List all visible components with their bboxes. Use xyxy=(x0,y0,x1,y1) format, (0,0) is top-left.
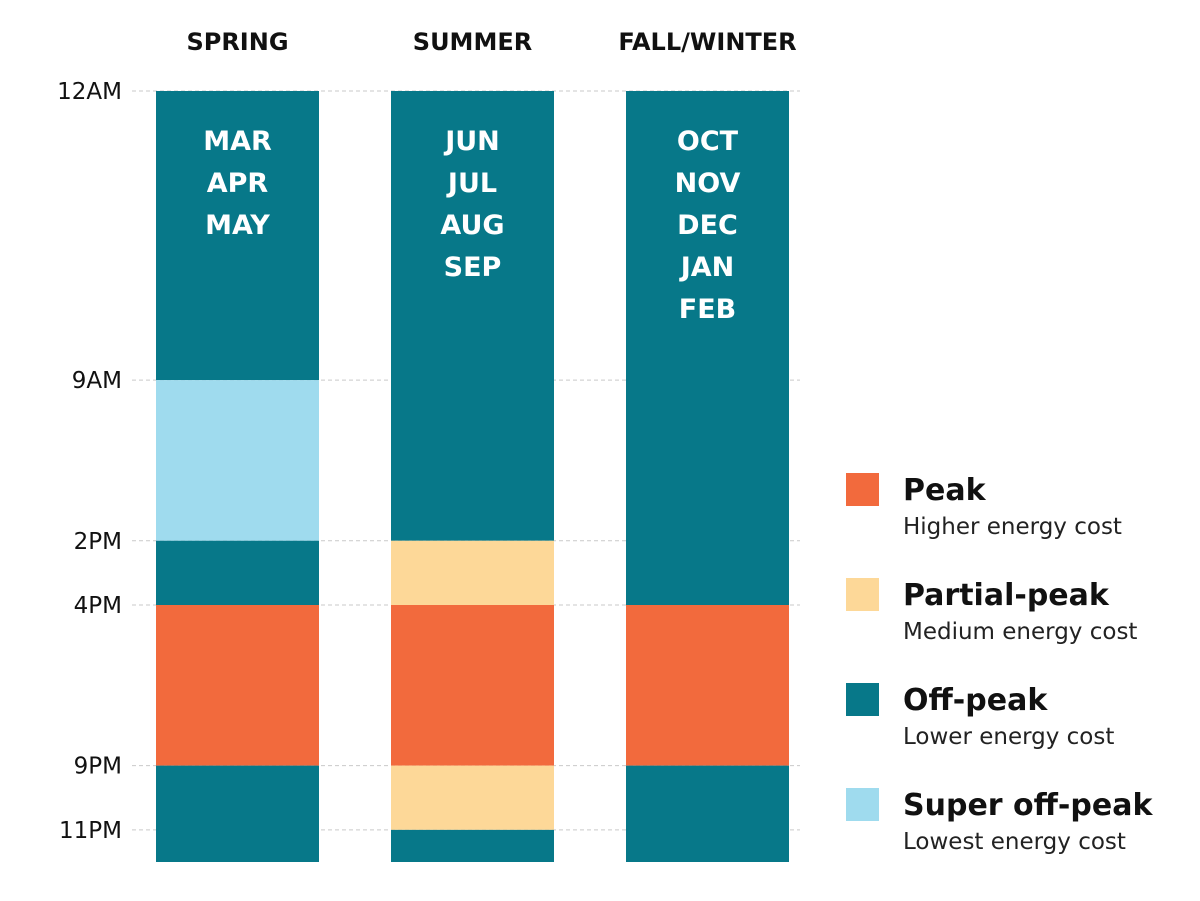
season-title: SPRING xyxy=(186,28,288,56)
period-block-off xyxy=(156,540,319,605)
period-block-off xyxy=(626,765,789,862)
month-label: SEP xyxy=(444,252,502,283)
season-title: SUMMER xyxy=(413,28,532,56)
time-tick-label: 9AM xyxy=(72,368,122,394)
period-block-partial xyxy=(391,765,554,830)
time-tick-label: 2PM xyxy=(74,529,122,555)
legend-item-peak: Peak Higher energy cost xyxy=(846,473,1122,540)
time-tick-label: 11PM xyxy=(59,818,122,844)
month-label: FEB xyxy=(679,294,736,325)
period-block-off xyxy=(156,91,319,381)
time-tick-label: 4PM xyxy=(74,593,122,619)
legend-description: Higher energy cost xyxy=(903,514,1122,540)
time-axis: 12AM 9AM 2PM 4PM 9PM 11PM xyxy=(57,79,122,844)
month-label: NOV xyxy=(675,168,741,199)
legend: Peak Higher energy cost Partial-peak Medium… xyxy=(846,473,1153,855)
month-label: JAN xyxy=(679,252,735,283)
month-label: MAR xyxy=(203,126,272,157)
month-label: JUL xyxy=(446,168,497,199)
month-label: DEC xyxy=(677,210,738,241)
season-title: FALL/WINTER xyxy=(618,28,796,56)
period-block-peak xyxy=(626,605,789,766)
period-block-off xyxy=(156,765,319,862)
month-label: JUN xyxy=(443,126,500,157)
season-column: SPRING MAR APR MAY xyxy=(156,28,319,862)
season-column: FALL/WINTER OCT NOV DEC JAN FEB xyxy=(618,28,797,862)
legend-item-super: Super off-peak Lowest energy cost xyxy=(846,788,1153,855)
legend-description: Medium energy cost xyxy=(903,619,1137,645)
legend-item-partial: Partial-peak Medium energy cost xyxy=(846,578,1137,645)
legend-swatch xyxy=(846,578,879,611)
period-block-partial xyxy=(391,540,554,605)
legend-swatch xyxy=(846,473,879,506)
legend-swatch xyxy=(846,788,879,821)
season-column: SUMMER JUN JUL AUG SEP xyxy=(391,28,554,862)
legend-description: Lowest energy cost xyxy=(903,829,1126,855)
period-block-super xyxy=(156,380,319,541)
legend-name: Partial-peak xyxy=(903,578,1110,613)
legend-name: Peak xyxy=(903,473,987,508)
legend-description: Lower energy cost xyxy=(903,724,1114,750)
month-label: MAY xyxy=(205,210,270,241)
legend-item-off: Off-peak Lower energy cost xyxy=(846,683,1114,750)
period-block-off xyxy=(626,91,789,605)
month-label: OCT xyxy=(677,126,739,157)
legend-swatch xyxy=(846,683,879,716)
month-label: APR xyxy=(207,168,269,199)
legend-name: Off-peak xyxy=(903,683,1048,718)
time-tick-label: 9PM xyxy=(74,754,122,780)
period-block-off xyxy=(391,91,554,541)
month-label: AUG xyxy=(440,210,504,241)
time-tick-label: 12AM xyxy=(57,79,122,105)
legend-name: Super off-peak xyxy=(903,788,1153,823)
period-block-peak xyxy=(156,605,319,766)
period-block-peak xyxy=(391,605,554,766)
period-block-off xyxy=(391,829,554,862)
season-columns: SPRING MAR APR MAY SUMMER JUN JUL AUG SEP FALL/WI… xyxy=(156,28,797,862)
